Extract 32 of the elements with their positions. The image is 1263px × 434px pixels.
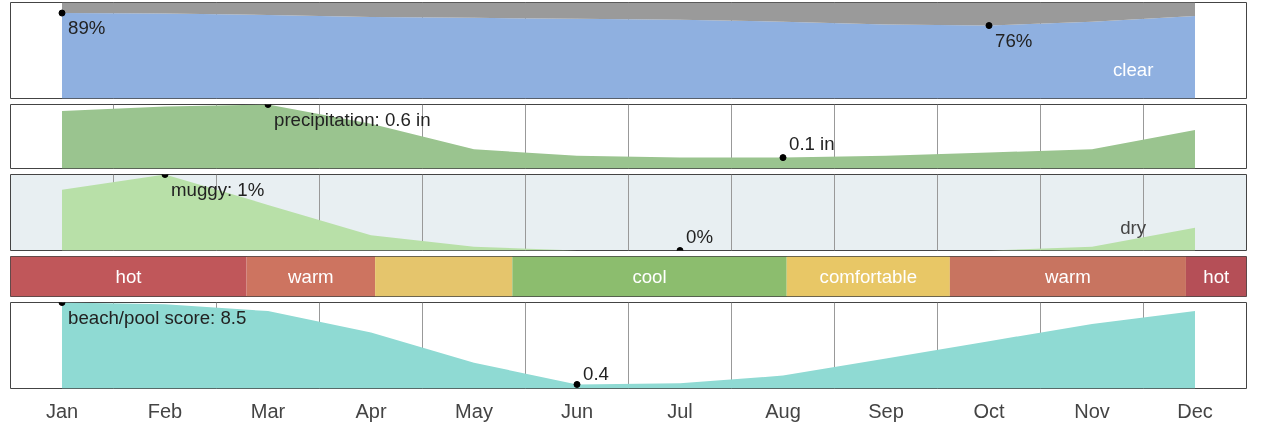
annotation: 89%	[68, 17, 106, 39]
bar	[949, 256, 1186, 297]
annotation: 0%	[686, 225, 713, 247]
series-label: warm	[1044, 266, 1091, 287]
x-tick-label: Mar	[250, 399, 286, 422]
x-tick-label: Jun	[560, 399, 594, 422]
x-tick-label: Jul	[667, 399, 693, 422]
bar	[246, 256, 376, 297]
x-tick-label: May	[455, 399, 493, 422]
x-tick-label: Jan	[45, 399, 79, 422]
annotation: dry	[1120, 217, 1147, 239]
bar	[512, 256, 787, 297]
x-tick-label: Nov	[1074, 399, 1110, 422]
annotation: 0.1 in	[789, 132, 835, 154]
series-label: cool	[632, 266, 667, 287]
annotation: muggy: 1%	[171, 178, 265, 200]
series-label: warm	[287, 266, 334, 287]
x-tick-label: Feb	[147, 399, 183, 422]
bar	[375, 256, 513, 297]
annotation: 0.4	[583, 363, 609, 385]
series-label: hot	[115, 266, 143, 287]
annotation: clear	[1112, 59, 1154, 81]
x-tick-label: Sep	[868, 399, 904, 422]
x-tick-label: Oct	[973, 399, 1005, 422]
bar	[10, 256, 247, 297]
annotation: beach/pool score: 8.5	[68, 306, 247, 328]
x-tick-label: Aug	[765, 399, 801, 422]
series-label: comfortable	[819, 266, 918, 287]
annotation: 76%	[995, 29, 1033, 51]
series-label: hot	[1203, 266, 1230, 287]
x-tick-label: Apr	[355, 399, 387, 422]
x-tick-label: Dec	[1177, 399, 1213, 422]
